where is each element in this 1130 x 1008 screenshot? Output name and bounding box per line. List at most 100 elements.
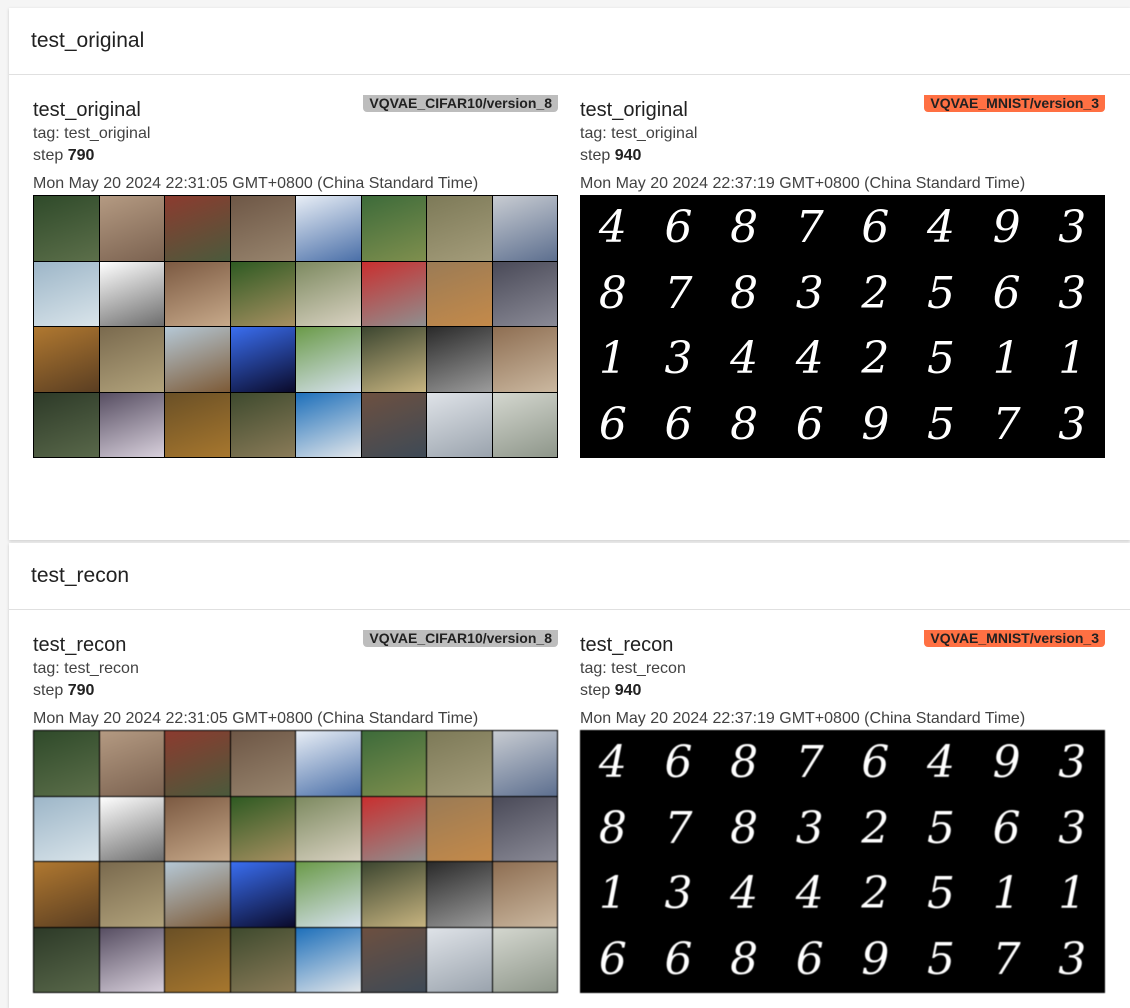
mnist-digit: 8 [730,736,759,788]
cifar-tile-truck [34,862,99,927]
cifar-tile-frog [361,196,426,261]
mnist-digit: 3 [664,868,693,920]
mnist-digit: 1 [992,333,1021,385]
card-title: test_original [580,99,688,121]
cifar-tile-bird [99,261,164,326]
mnist-digit: 5 [926,802,955,854]
card-title: test_original [33,99,141,121]
mnist-digit: 4 [730,868,759,920]
cifar-tile-cat [99,927,164,992]
mnist-digit: 5 [926,333,955,385]
section-header[interactable]: test_original [9,8,1130,75]
cifar-tile-frog [99,862,164,927]
mnist-digit: 6 [664,399,693,451]
mnist-digit: 3 [1058,267,1087,319]
card-title: test_recon [33,634,127,656]
cifar-tile-ship [296,927,361,992]
mnist-digit: 7 [664,802,693,854]
mnist-digit: 5 [926,934,955,986]
mnist-digit: 8 [730,267,759,319]
cifar-image-grid [33,730,558,993]
mnist-digit: 6 [795,399,824,451]
cifar-tile-truck [34,327,99,392]
cifar-tile-frog [492,261,557,326]
mnist-digit: 5 [926,868,955,920]
section-test-original: test_original test_original VQVAE_CIFAR1… [9,8,1130,540]
image-card: test_recon VQVAE_MNIST/version_3 tag: te… [580,630,1105,1000]
cifar-tile-automobile [34,796,99,861]
mnist-digit: 1 [1058,868,1087,920]
cifar-tile-frog [361,392,426,457]
cifar-tile-horse [296,327,361,392]
cifar-tile-bird [34,196,99,261]
mnist-digit: 6 [664,736,693,788]
card-timestamp: Mon May 20 2024 22:31:05 GMT+0800 (China… [33,175,479,192]
cifar-tile-airplane [427,862,492,927]
cifar-tile-cat [165,261,230,326]
cifar-tile-frog [99,327,164,392]
run-badge: VQVAE_MNIST/version_3 [924,95,1105,112]
cifar-tile-ship [296,731,361,796]
image-sample[interactable] [33,730,558,993]
mnist-digit: 4 [795,868,824,920]
mnist-digit: 5 [926,267,955,319]
image-card: test_recon VQVAE_CIFAR10/version_8 tag: … [33,630,558,1000]
step-value: 790 [67,147,95,164]
cifar-tile-horse [296,862,361,927]
cifar-tile-horse [296,261,361,326]
cifar-tile-deer [361,327,426,392]
cifar-tile-cat [99,392,164,457]
cifar-tile-frog [34,927,99,992]
mnist-digit: 9 [861,399,890,451]
mnist-digit: 3 [1058,934,1087,986]
cifar-tile-truck [492,731,557,796]
mnist-digit: 8 [598,802,627,854]
card-timestamp: Mon May 20 2024 22:37:19 GMT+0800 (China… [580,175,1026,192]
mnist-digit: 7 [795,201,824,253]
run-badge: VQVAE_MNIST/version_3 [924,630,1105,647]
mnist-digit: 8 [598,267,627,319]
mnist-digit: 9 [992,201,1021,253]
cifar-tile-bird [230,392,295,457]
run-badge: VQVAE_CIFAR10/version_8 [363,630,558,647]
mnist-digit: 8 [730,399,759,451]
mnist-digit: 2 [861,868,890,920]
cifar-tile-airplane [230,862,295,927]
section-header[interactable]: test_recon [9,543,1130,610]
cifar-tile-frog [99,196,164,261]
cifar-image-grid [33,195,558,458]
mnist-digit: 9 [861,934,890,986]
mnist-digit: 2 [861,267,890,319]
card-title: test_recon [580,634,674,656]
mnist-digit: 5 [926,399,955,451]
mnist-digit: 6 [795,934,824,986]
image-card: test_original VQVAE_MNIST/version_3 tag:… [580,95,1105,465]
mnist-digit: 4 [926,736,955,788]
cifar-tile-horse [296,796,361,861]
cifar-tile-deer [165,392,230,457]
mnist-digit: 6 [664,201,693,253]
cifar-tile-airplane [427,327,492,392]
mnist-digit: 6 [992,267,1021,319]
cifar-tile-frog [361,927,426,992]
mnist-digit: 1 [598,868,627,920]
mnist-digit: 6 [992,802,1021,854]
mnist-digit: 1 [1058,333,1087,385]
cifar-tile-frog [492,796,557,861]
image-sample[interactable] [33,195,558,458]
cifar-tile-frog [34,392,99,457]
mnist-digit: 2 [861,802,890,854]
step-value: 940 [614,682,642,699]
mnist-digit: 1 [992,868,1021,920]
section-test-recon: test_recon test_recon VQVAE_CIFAR10/vers… [9,543,1130,1008]
cifar-tile-truck [165,196,230,261]
mnist-digit: 7 [992,399,1021,451]
card-tag: tag: test_recon [33,660,139,677]
cifar-tile-bird [99,796,164,861]
mnist-digit: 6 [598,934,627,986]
mnist-digit: 9 [992,736,1021,788]
